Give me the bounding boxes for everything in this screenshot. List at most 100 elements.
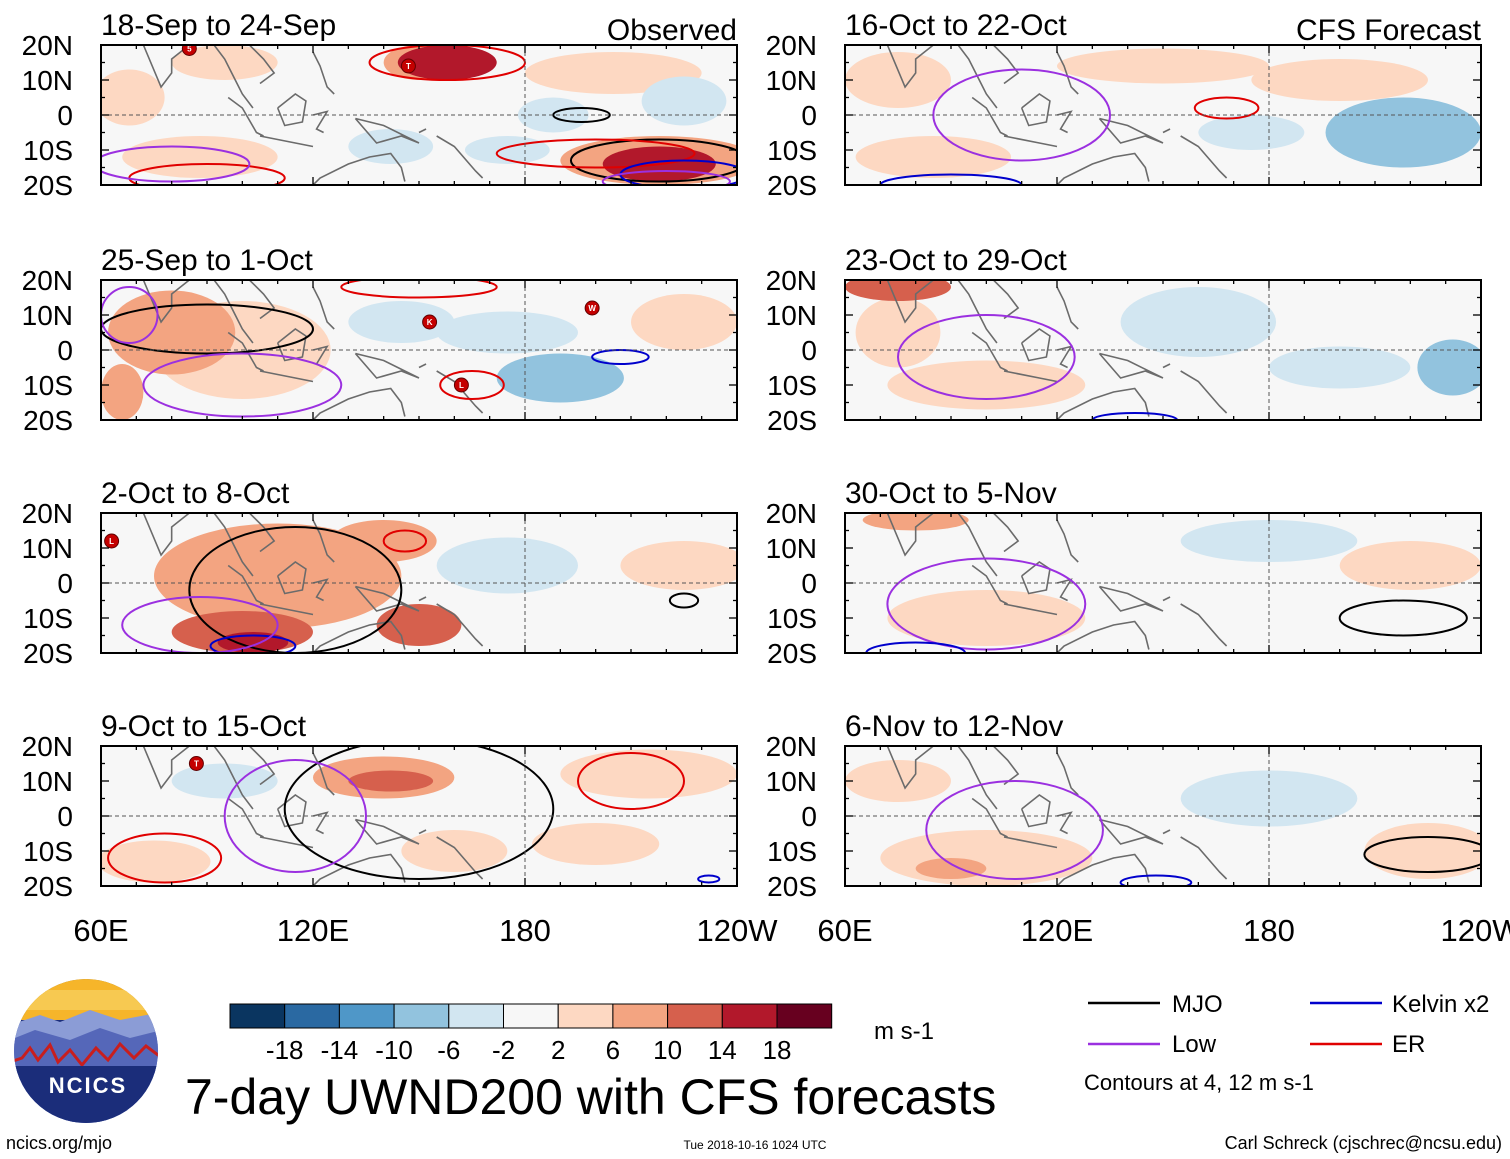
coastline	[1003, 135, 1058, 148]
panel-label: Observed	[607, 14, 737, 47]
coastline	[436, 135, 484, 179]
coastline	[276, 328, 307, 362]
contour-er	[439, 370, 505, 400]
panel-5: L 20N 10N 0 10S 20S 2-Oct to 8-Oct	[22, 477, 738, 669]
panel-ticks	[100, 512, 738, 654]
anomaly-region	[855, 136, 1012, 178]
colorbar-swatch	[667, 1003, 723, 1029]
anomaly-region	[620, 541, 737, 590]
coastline	[1056, 519, 1079, 563]
y-tick-label: 20N	[766, 265, 817, 296]
panels: 5 T 20N 10N 0 10S 20S 18-Sep to 24-Sep Observed 2…	[22, 9, 1510, 948]
website-link[interactable]: ncics.org/mjo	[6, 1133, 113, 1153]
coastline	[354, 117, 420, 144]
coastline	[1055, 152, 1150, 185]
credit: Carl Schreck (cjschrec@ncsu.edu)	[1224, 1133, 1502, 1153]
legend-label-kelvin: Kelvin x2	[1392, 991, 1490, 1018]
coastline	[1020, 794, 1051, 828]
coastline	[312, 51, 335, 95]
contour-low	[223, 759, 368, 873]
anomaly-region	[532, 823, 660, 865]
coastline	[1003, 370, 1058, 383]
coastline	[311, 152, 406, 185]
y-tick-label: 10N	[766, 533, 817, 564]
anomaly-region	[1120, 287, 1277, 357]
anomaly-region	[845, 760, 951, 802]
storm-letter: L	[459, 381, 464, 390]
contour-er	[577, 752, 685, 810]
colorbar-swatch	[721, 1003, 778, 1029]
coastline	[312, 578, 329, 602]
storm-letter: T	[406, 62, 411, 71]
y-tick-label: 0	[801, 100, 817, 131]
coastline	[141, 280, 193, 324]
panel-title: 6-Nov to 12-Nov	[845, 710, 1063, 743]
coastline	[1055, 387, 1150, 420]
y-tick-label: 10S	[23, 135, 73, 166]
colorbar-tick-label: 18	[763, 1035, 792, 1065]
coastline	[312, 519, 335, 563]
contour-er	[340, 280, 498, 299]
y-tick-label: 20S	[767, 405, 817, 436]
panel-1: 5 T 20N 10N 0 10S 20S 18-Sep to 24-Sep Observed	[22, 9, 738, 201]
timestamp: Tue 2018-10-16 1024 UTC	[683, 1138, 827, 1152]
coastline	[141, 513, 193, 557]
coastline	[311, 387, 406, 420]
storm-marker: T	[400, 58, 416, 74]
main-title: 7-day UWND200 with CFS forecasts	[185, 1069, 997, 1125]
contour-low	[925, 780, 1104, 880]
anomaly-region	[348, 301, 455, 343]
y-tick-label: 10N	[766, 65, 817, 96]
coastline	[885, 746, 937, 790]
coastline	[1056, 578, 1073, 602]
coastlines	[141, 746, 484, 886]
anomaly-region	[1198, 115, 1305, 150]
anomaly-region	[1417, 339, 1481, 396]
coastline	[248, 280, 276, 320]
coastline	[311, 853, 406, 886]
y-tick-label: 10N	[766, 300, 817, 331]
contour-note: Contours at 4, 12 m s-1	[1084, 1070, 1314, 1095]
coastline	[957, 45, 998, 109]
anomaly-region	[171, 763, 278, 799]
coastline	[227, 797, 264, 838]
y-tick-label: 0	[57, 100, 73, 131]
coastline	[992, 280, 1020, 320]
colorbar-swatch	[229, 1003, 286, 1029]
logo-text: NCICS	[48, 1073, 128, 1098]
coastline	[418, 363, 427, 369]
coastlines	[141, 45, 484, 185]
coastlines	[885, 280, 1228, 420]
contour-kelvin	[1091, 412, 1179, 420]
coastline	[885, 45, 937, 89]
coastline	[1162, 596, 1171, 602]
panel-title: 2-Oct to 8-Oct	[101, 477, 290, 510]
anomaly-region	[101, 840, 211, 883]
panel-4: 20N 10N 0 10S 20S 23-Oct to 29-Oct	[766, 244, 1482, 436]
x-tick-label: 60E	[73, 913, 128, 948]
coastline	[1098, 818, 1164, 845]
contour-mjo	[552, 107, 611, 123]
coastline	[1162, 829, 1171, 835]
y-tick-label: 10S	[767, 836, 817, 867]
contour-mjo	[1338, 599, 1468, 637]
coastline	[1003, 603, 1058, 616]
x-tick-label: 120W	[697, 913, 779, 948]
y-tick-label: 10S	[23, 603, 73, 634]
panel-title: 25-Sep to 1-Oct	[101, 244, 313, 277]
coastline	[971, 564, 1008, 605]
coastline	[1020, 93, 1051, 127]
coastline	[1056, 286, 1079, 330]
storm-marker: W	[584, 300, 600, 316]
panel-ticks	[844, 745, 1482, 887]
y-tick-label: 0	[57, 801, 73, 832]
coastline	[259, 836, 314, 849]
x-tick-label: 120E	[1021, 913, 1093, 948]
y-tick-label: 20N	[22, 498, 73, 529]
y-tick-label: 0	[801, 335, 817, 366]
contour-kelvin	[865, 641, 967, 653]
anomaly-region	[348, 129, 434, 164]
y-tick-label: 20S	[23, 638, 73, 669]
y-tick-label: 10S	[767, 370, 817, 401]
